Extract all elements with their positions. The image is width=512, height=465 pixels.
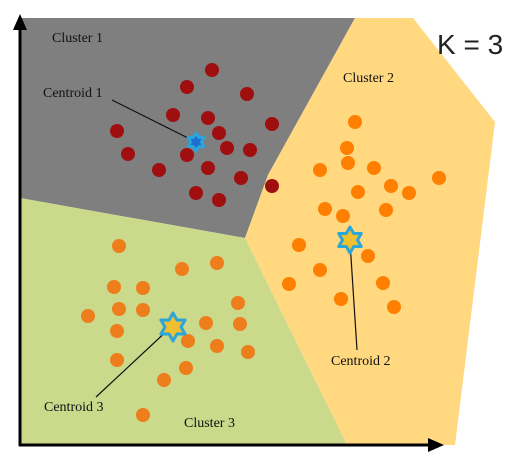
- data-point: [376, 276, 390, 290]
- data-point: [107, 280, 121, 294]
- centroid-3-label: Centroid 3: [44, 400, 104, 415]
- data-point: [379, 203, 393, 217]
- cluster-3-label: Cluster 3: [184, 416, 235, 431]
- data-point: [432, 171, 446, 185]
- data-point: [402, 186, 416, 200]
- data-point: [265, 117, 279, 131]
- data-point: [292, 238, 306, 252]
- centroid-star-icon: [337, 225, 363, 255]
- data-point: [348, 115, 362, 129]
- data-point: [231, 296, 245, 310]
- data-point: [384, 179, 398, 193]
- centroid-star-icon: [159, 311, 187, 343]
- axes: [13, 14, 444, 452]
- data-point: [334, 292, 348, 306]
- data-point: [341, 156, 355, 170]
- data-point: [110, 324, 124, 338]
- data-point: [136, 408, 150, 422]
- data-point: [313, 163, 327, 177]
- data-point: [318, 202, 332, 216]
- centroid-star-icon: [186, 131, 206, 153]
- x-axis-arrowhead: [428, 438, 444, 452]
- data-point: [340, 141, 354, 155]
- data-point: [387, 300, 401, 314]
- cluster-1-label: Cluster 1: [52, 31, 103, 46]
- data-point: [361, 249, 375, 263]
- data-point: [210, 339, 224, 353]
- data-point: [166, 108, 180, 122]
- data-point: [179, 361, 193, 375]
- cluster-1-points: [110, 63, 279, 207]
- data-point: [181, 334, 195, 348]
- k-title: K = 3: [437, 29, 503, 60]
- data-point: [157, 373, 171, 387]
- data-point: [234, 171, 248, 185]
- data-point: [201, 111, 215, 125]
- cluster-2-label: Cluster 2: [343, 71, 394, 86]
- data-point: [313, 263, 327, 277]
- centroid-2-leader: [349, 241, 358, 351]
- data-point: [175, 262, 189, 276]
- centroid-3-leader: [95, 327, 171, 398]
- cluster-2-points: [282, 115, 446, 314]
- data-point: [136, 303, 150, 317]
- data-point: [212, 193, 226, 207]
- data-point: [241, 345, 255, 359]
- data-point: [112, 239, 126, 253]
- data-point: [212, 126, 226, 140]
- data-point: [243, 143, 257, 157]
- data-point: [367, 161, 381, 175]
- data-point: [112, 302, 126, 316]
- data-point: [121, 147, 135, 161]
- centroid-2-marker: [337, 225, 363, 255]
- data-point: [136, 281, 150, 295]
- data-point: [282, 277, 296, 291]
- data-point: [233, 317, 247, 331]
- data-point: [205, 63, 219, 77]
- y-axis-arrowhead: [13, 14, 27, 30]
- data-point: [152, 163, 166, 177]
- data-point: [240, 87, 254, 101]
- data-point: [180, 148, 194, 162]
- centroid-1-leader: [111, 99, 193, 141]
- data-point: [110, 124, 124, 138]
- data-point: [81, 309, 95, 323]
- data-point: [220, 141, 234, 155]
- cluster-3-points: [81, 239, 255, 422]
- data-point: [265, 179, 279, 193]
- data-point: [336, 209, 350, 223]
- cluster-2-region: [245, 18, 495, 445]
- cluster-1-region: [20, 18, 355, 238]
- data-point: [201, 161, 215, 175]
- data-point: [351, 185, 365, 199]
- centroid-1-label: Centroid 1: [43, 86, 103, 101]
- data-point: [210, 256, 224, 270]
- centroid-3-marker: [159, 311, 187, 343]
- data-point: [110, 353, 124, 367]
- data-point: [199, 316, 213, 330]
- centroid-2-label: Centroid 2: [331, 354, 391, 369]
- centroid-1-marker: [186, 131, 206, 153]
- data-point: [180, 80, 194, 94]
- data-point: [189, 186, 203, 200]
